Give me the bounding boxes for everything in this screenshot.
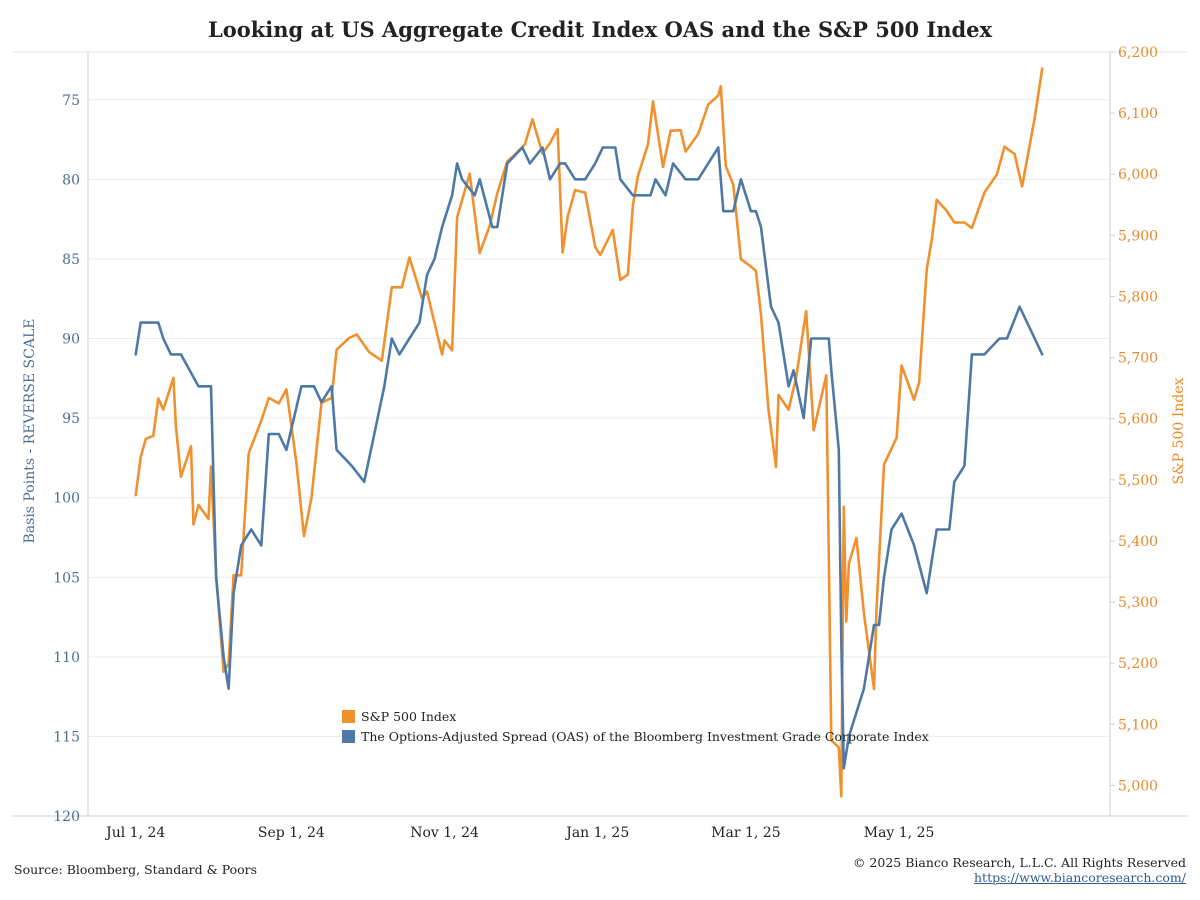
copyright-note: © 2025 Bianco Research, L.L.C. All Right… — [852, 855, 1186, 870]
series-line-spx — [134, 67, 1044, 798]
left-axis-title: Basis Points - REVERSE SCALE — [22, 319, 38, 544]
x-tick-label: Sep 1, 24 — [258, 825, 325, 841]
x-tick-label: Jul 1, 24 — [104, 825, 165, 841]
right-tick-label: 5,500 — [1118, 473, 1158, 489]
left-tick-label: 75 — [62, 93, 80, 109]
left-tick-label: 95 — [62, 411, 80, 427]
left-tick-label: 80 — [62, 172, 80, 188]
x-axis-ticks: Jul 1, 24 Sep 1, 24 Nov 1, 24 Jan 1, 25 Mar … — [104, 825, 934, 841]
right-tick-label: 5,900 — [1118, 228, 1158, 244]
left-tick-label: 105 — [53, 570, 80, 586]
right-tick-label: 6,100 — [1118, 106, 1158, 122]
left-tick-label: 115 — [53, 729, 80, 745]
right-tick-label: 5,400 — [1118, 534, 1158, 550]
left-axis-ticks: 75 80 85 90 95 100 105 110 115 120 — [53, 93, 80, 825]
left-tick-label: 120 — [53, 809, 80, 825]
legend-label-spx: S&P 500 Index — [361, 709, 456, 724]
right-tick-label: 5,200 — [1118, 656, 1158, 672]
x-tick-label: May 1, 25 — [864, 825, 935, 841]
right-tick-label: 5,100 — [1118, 717, 1158, 733]
source-note: Source: Bloomberg, Standard & Poors — [14, 862, 258, 877]
x-tick-label: Nov 1, 24 — [410, 825, 479, 841]
right-tick-label: 5,800 — [1118, 289, 1158, 305]
chart-title: Looking at US Aggregate Credit Index OAS… — [208, 17, 993, 42]
series-line-oas — [134, 146, 1044, 770]
left-tick-label: 110 — [53, 650, 80, 666]
right-tick-label: 6,200 — [1118, 45, 1158, 61]
legend-label-oas: The Options-Adjusted Spread (OAS) of the… — [361, 729, 929, 744]
x-tick-label: Jan 1, 25 — [564, 825, 629, 841]
right-axis-ticks: 5,000 5,100 5,200 5,300 5,400 5,500 5,600 5,700… — [1110, 45, 1158, 794]
left-tick-label: 85 — [62, 252, 80, 268]
website-link-wrap: https://www.biancoresearch.com/ — [974, 870, 1186, 885]
right-tick-label: 5,300 — [1118, 595, 1158, 611]
website-link[interactable]: https://www.biancoresearch.com/ — [974, 870, 1186, 885]
legend-swatch-oas — [342, 730, 355, 743]
legend-swatch-spx — [342, 710, 355, 723]
left-tick-label: 100 — [53, 491, 80, 507]
right-tick-label: 5,700 — [1118, 351, 1158, 367]
legend: S&P 500 Index The Options-Adjusted Sprea… — [342, 709, 929, 744]
right-tick-label: 5,600 — [1118, 412, 1158, 428]
right-tick-label: 6,000 — [1118, 167, 1158, 183]
right-axis-title: S&P 500 Index — [1171, 378, 1187, 485]
x-tick-label: Mar 1, 25 — [711, 825, 780, 841]
gridlines — [88, 99, 1110, 817]
right-tick-label: 5,000 — [1118, 778, 1158, 794]
left-tick-label: 90 — [62, 332, 80, 348]
series-layer — [134, 67, 1044, 798]
